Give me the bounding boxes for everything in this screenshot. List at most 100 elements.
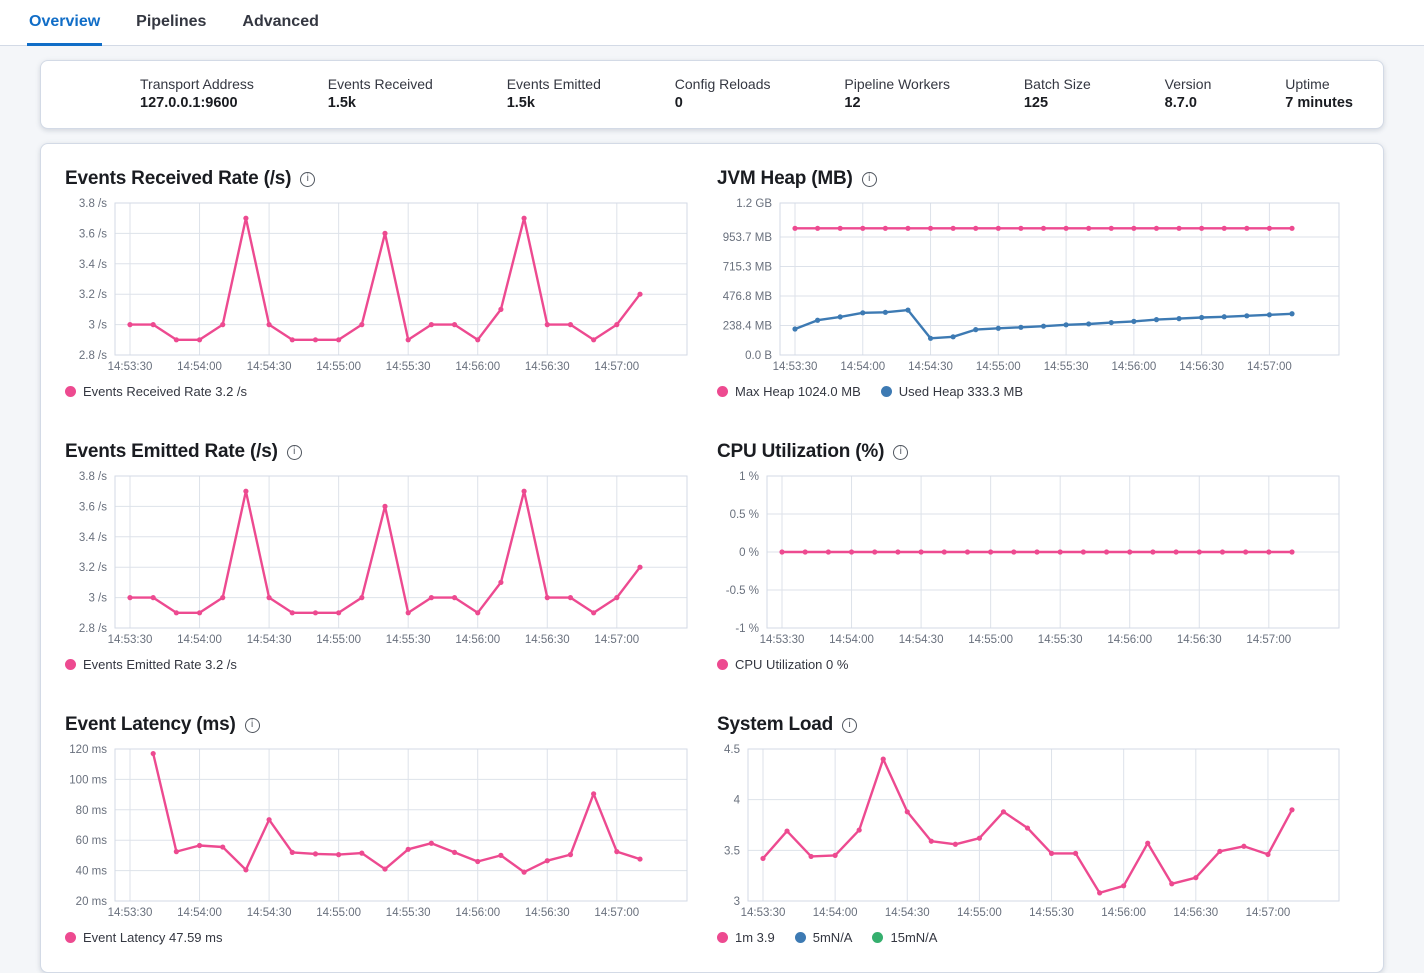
svg-text:14:54:00: 14:54:00 bbox=[177, 907, 222, 919]
legend-series-dot-icon bbox=[65, 932, 76, 943]
svg-text:14:54:30: 14:54:30 bbox=[247, 361, 292, 373]
legend-item[interactable]: Event Latency 47.59 ms bbox=[65, 930, 222, 945]
svg-text:4.5: 4.5 bbox=[724, 744, 740, 756]
svg-text:14:56:30: 14:56:30 bbox=[1173, 907, 1218, 919]
stat-label: Version bbox=[1164, 76, 1212, 92]
stat-label: Events Received bbox=[327, 76, 433, 92]
svg-text:14:53:30: 14:53:30 bbox=[108, 634, 153, 646]
info-icon[interactable]: i bbox=[861, 171, 877, 187]
svg-text:14:55:30: 14:55:30 bbox=[386, 634, 431, 646]
svg-text:14:55:00: 14:55:00 bbox=[316, 907, 361, 919]
svg-text:14:56:00: 14:56:00 bbox=[455, 361, 500, 373]
svg-text:1.2 GB: 1.2 GB bbox=[736, 198, 772, 210]
info-icon[interactable]: i bbox=[842, 717, 858, 733]
stat-label: Batch Size bbox=[1023, 76, 1091, 92]
legend-item[interactable]: Used Heap 333.3 MB bbox=[880, 384, 1023, 399]
svg-text:14:55:00: 14:55:00 bbox=[316, 634, 361, 646]
info-icon[interactable]: i bbox=[300, 171, 316, 187]
legend-series-dot-icon bbox=[717, 659, 728, 670]
legend-item[interactable]: 1m 3.9 bbox=[717, 930, 775, 945]
svg-text:14:55:30: 14:55:30 bbox=[386, 361, 431, 373]
info-icon[interactable]: i bbox=[244, 717, 260, 733]
svg-text:14:54:00: 14:54:00 bbox=[177, 634, 222, 646]
legend-label: Events Emitted Rate 3.2 /s bbox=[83, 657, 237, 672]
chart-title: Events Emitted Rate (/s) bbox=[65, 441, 278, 462]
legend-series-dot-icon bbox=[794, 932, 806, 943]
stat-value: 127.0.0.1:9600 bbox=[140, 95, 238, 111]
chart-header: JVM Heap (MB) i bbox=[717, 168, 1339, 190]
stat-batch-size: Batch Size 125 bbox=[1024, 76, 1091, 111]
stat-value: 12 bbox=[844, 95, 861, 111]
chart-plot[interactable]: 14:53:30 14:54:00 14:54:30 14:55:00 14:55:30… bbox=[717, 743, 1340, 921]
svg-text:40 ms: 40 ms bbox=[76, 866, 108, 878]
legend-item[interactable]: 5mN/A bbox=[794, 930, 853, 945]
svg-text:3.8 /s: 3.8 /s bbox=[79, 198, 107, 210]
svg-text:14:55:00: 14:55:00 bbox=[316, 361, 361, 373]
svg-text:14:53:30: 14:53:30 bbox=[108, 907, 153, 919]
legend-label: 5mN/A bbox=[812, 930, 853, 945]
chart-jvm-heap: JVM Heap (MB) i 14:53:30 14:54:00 14:54:30… bbox=[717, 168, 1340, 399]
svg-text:14:56:30: 14:56:30 bbox=[525, 634, 570, 646]
svg-text:14:53:30: 14:53:30 bbox=[760, 634, 805, 646]
legend-series-dot-icon bbox=[717, 932, 728, 943]
chart-event-latency: Event Latency (ms) i 14:53:30 14:54:00 14:… bbox=[65, 714, 688, 945]
svg-text:0.5 %: 0.5 % bbox=[730, 509, 759, 521]
tab-advanced[interactable]: Advanced bbox=[242, 12, 319, 30]
chart-legend: 1m 3.9 5mN/A 15mN/A bbox=[717, 930, 1339, 945]
chart-plot[interactable]: 14:53:30 14:54:00 14:54:30 14:55:00 14:55:30… bbox=[717, 197, 1340, 375]
chart-plot[interactable]: 14:53:30 14:54:00 14:54:30 14:55:00 14:55:30… bbox=[717, 470, 1340, 648]
svg-text:14:56:30: 14:56:30 bbox=[1179, 361, 1224, 373]
stats-panel: Transport Address 127.0.0.1:9600 Events … bbox=[40, 60, 1384, 129]
svg-text:14:55:00: 14:55:00 bbox=[976, 361, 1021, 373]
svg-text:14:55:30: 14:55:30 bbox=[1029, 907, 1074, 919]
legend-item[interactable]: Max Heap 1024.0 MB bbox=[717, 384, 861, 399]
legend-item[interactable]: Events Emitted Rate 3.2 /s bbox=[65, 657, 237, 672]
info-icon[interactable]: i bbox=[893, 444, 909, 460]
chart-title: Event Latency (ms) bbox=[65, 714, 236, 735]
svg-text:14:57:00: 14:57:00 bbox=[594, 907, 639, 919]
info-icon[interactable]: i bbox=[286, 444, 302, 460]
svg-text:14:56:00: 14:56:00 bbox=[455, 634, 500, 646]
legend-series-dot-icon bbox=[65, 386, 76, 397]
charts-panel: Events Received Rate (/s) i 14:53:30 14:5… bbox=[40, 143, 1384, 973]
svg-text:14:56:00: 14:56:00 bbox=[1101, 907, 1146, 919]
svg-text:14:53:30: 14:53:30 bbox=[108, 361, 153, 373]
stat-events-received: Events Received 1.5k bbox=[328, 76, 433, 111]
stat-label: Transport Address bbox=[140, 76, 254, 92]
chart-plot[interactable]: 14:53:30 14:54:00 14:54:30 14:55:00 14:55:30… bbox=[65, 743, 688, 921]
stat-config-reloads: Config Reloads 0 bbox=[675, 76, 771, 111]
tab-overview[interactable]: Overview bbox=[27, 0, 103, 46]
chart-plot[interactable]: 14:53:30 14:54:00 14:54:30 14:55:00 14:55:30… bbox=[65, 470, 688, 648]
legend-item[interactable]: CPU Utilization 0 % bbox=[717, 657, 848, 672]
svg-text:14:54:00: 14:54:00 bbox=[829, 634, 874, 646]
svg-text:14:55:00: 14:55:00 bbox=[957, 907, 1002, 919]
svg-text:3.4 /s: 3.4 /s bbox=[79, 532, 107, 544]
svg-text:3.2 /s: 3.2 /s bbox=[79, 289, 107, 301]
stat-transport-address: Transport Address 127.0.0.1:9600 bbox=[140, 76, 254, 111]
legend-item[interactable]: Events Received Rate 3.2 /s bbox=[65, 384, 247, 399]
svg-text:2.8 /s: 2.8 /s bbox=[79, 623, 107, 635]
svg-text:14:53:30: 14:53:30 bbox=[741, 907, 786, 919]
svg-text:14:57:00: 14:57:00 bbox=[594, 634, 639, 646]
stat-value: 7 minutes bbox=[1285, 95, 1353, 111]
svg-text:14:57:00: 14:57:00 bbox=[1246, 907, 1291, 919]
svg-text:14:54:30: 14:54:30 bbox=[899, 634, 944, 646]
svg-text:14:55:00: 14:55:00 bbox=[968, 634, 1013, 646]
legend-series-dot-icon bbox=[65, 659, 76, 670]
svg-text:953.7 MB: 953.7 MB bbox=[723, 232, 773, 244]
svg-text:715.3 MB: 715.3 MB bbox=[723, 262, 773, 274]
svg-text:3.2 /s: 3.2 /s bbox=[79, 562, 107, 574]
svg-text:3.6 /s: 3.6 /s bbox=[79, 228, 107, 240]
svg-text:14:55:30: 14:55:30 bbox=[386, 907, 431, 919]
stat-value: 1.5k bbox=[506, 95, 535, 111]
chart-plot[interactable]: 14:53:30 14:54:00 14:54:30 14:55:00 14:55:30… bbox=[65, 197, 688, 375]
svg-text:20 ms: 20 ms bbox=[76, 896, 108, 908]
svg-text:60 ms: 60 ms bbox=[76, 835, 108, 847]
chart-title: CPU Utilization (%) bbox=[717, 441, 885, 462]
svg-text:-1 %: -1 % bbox=[735, 623, 759, 635]
tab-pipelines[interactable]: Pipelines bbox=[136, 12, 207, 30]
svg-text:3.6 /s: 3.6 /s bbox=[79, 501, 107, 513]
legend-item[interactable]: 15mN/A bbox=[872, 930, 937, 945]
svg-text:14:57:00: 14:57:00 bbox=[594, 361, 639, 373]
svg-text:238.4 MB: 238.4 MB bbox=[723, 321, 773, 333]
